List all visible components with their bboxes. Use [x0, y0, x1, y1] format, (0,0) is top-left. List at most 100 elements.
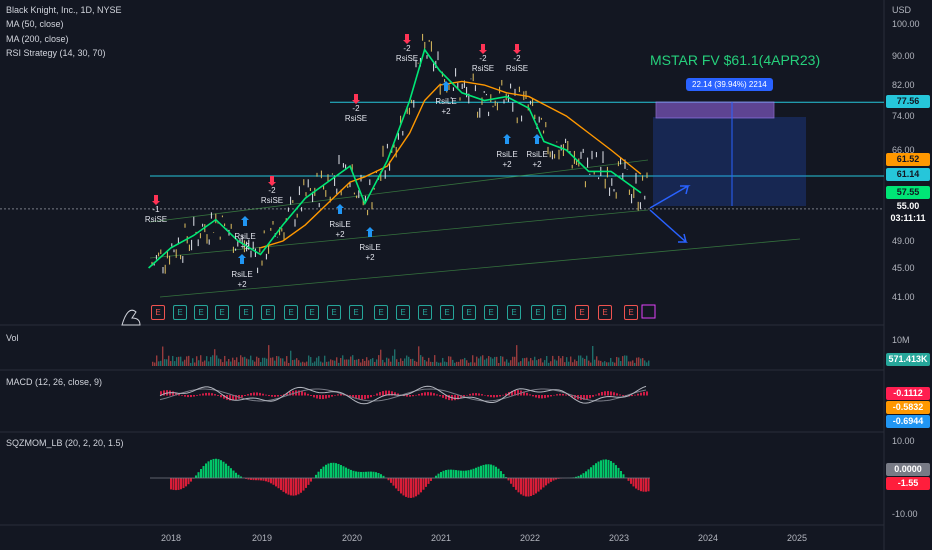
squeeze-momentum-bar [612, 462, 615, 478]
squeeze-momentum-bar [257, 478, 260, 481]
earnings-marker-icon[interactable]: E [194, 305, 208, 320]
squeeze-momentum-bar [295, 478, 297, 496]
volume-bar [530, 358, 532, 366]
earnings-marker-icon[interactable]: E [418, 305, 432, 320]
earnings-marker-icon[interactable]: E [484, 305, 498, 320]
volume-bar [156, 355, 158, 366]
indicator-ma200[interactable]: MA (200, close) [6, 34, 69, 44]
volume-bar [624, 355, 626, 366]
earnings-marker-icon[interactable]: E [173, 305, 187, 320]
volume-bar [214, 349, 216, 366]
squeeze-momentum-bar [520, 478, 522, 495]
volume-bar [646, 362, 648, 366]
fair-value-annotation[interactable]: MSTAR FV $61.1(4APR23) [650, 52, 821, 68]
macd-histogram-bar [394, 392, 396, 396]
macd-histogram-bar [496, 395, 498, 398]
volume-bar [508, 362, 510, 366]
volume-bar [622, 356, 624, 366]
volume-bar [356, 359, 358, 366]
squeeze-momentum-bar [370, 471, 372, 478]
squeeze-momentum-bar [275, 478, 277, 487]
squeeze-momentum-bar [362, 471, 365, 478]
macd-histogram-bar [565, 394, 567, 396]
macd-histogram-bar [583, 395, 585, 400]
volume-bar [632, 360, 634, 366]
volume-bar [426, 361, 428, 366]
earnings-marker-icon[interactable]: E [624, 305, 638, 320]
macd-histogram-bar [622, 395, 624, 396]
earnings-marker-icon[interactable]: E [151, 305, 165, 320]
volume-bar [234, 360, 236, 366]
earnings-marker-icon[interactable]: E [239, 305, 253, 320]
volume-bar [292, 360, 294, 366]
macd-histogram-bar [268, 395, 270, 397]
macd-histogram-bar [244, 395, 246, 396]
squeeze-momentum-bar [340, 465, 342, 478]
squeeze-momentum-bar [317, 471, 320, 478]
earnings-marker-icon[interactable]: E [552, 305, 566, 320]
volume-bar [412, 358, 414, 366]
squeeze-momentum-bar [357, 471, 360, 478]
volume-bar [524, 358, 526, 366]
squeeze-momentum-bar [395, 478, 397, 489]
countdown-timer: 03:11:11 [886, 212, 930, 225]
earnings-marker-icon[interactable]: E [327, 305, 341, 320]
squeeze-momentum-bar [575, 476, 577, 478]
earnings-marker-icon[interactable]: E [396, 305, 410, 320]
volume-bar [462, 359, 464, 366]
volume-bar [354, 359, 356, 366]
earnings-marker-icon[interactable]: E [349, 305, 363, 320]
earnings-marker-icon[interactable]: E [507, 305, 521, 320]
volume-bar [244, 356, 246, 366]
squeeze-momentum-bar [627, 478, 630, 481]
earnings-marker-icon[interactable]: E [215, 305, 229, 320]
volume-bar [316, 357, 318, 366]
earnings-marker-icon[interactable]: E [575, 305, 589, 320]
volume-bar [424, 359, 426, 366]
macd-histogram-bar [523, 391, 525, 396]
strategy-signal-label: RsiLE +2 [526, 150, 548, 169]
volume-bar [308, 355, 310, 366]
volume-bar [166, 359, 168, 366]
macd-histogram-bar [382, 391, 384, 396]
measure-label[interactable]: 22.14 (39.94%) 2214 [686, 78, 773, 91]
macd-histogram-bar [445, 395, 447, 400]
volume-bar [288, 362, 290, 366]
squeeze-momentum-bar [237, 474, 240, 478]
indicator-ma50[interactable]: MA (50, close) [6, 19, 64, 29]
squeeze-momentum-bar [622, 474, 625, 478]
earnings-marker-icon[interactable]: E [462, 305, 476, 320]
volume-bar [532, 360, 534, 366]
earnings-marker-icon[interactable]: E [531, 305, 545, 320]
earnings-marker-icon[interactable]: E [374, 305, 388, 320]
volume-bar [260, 362, 262, 366]
volume-pane-label: Vol [6, 333, 19, 343]
squeeze-momentum-bar [630, 478, 632, 484]
squeeze-momentum-bar [292, 478, 295, 496]
earnings-marker-icon[interactable]: E [284, 305, 298, 320]
squeeze-momentum-bar [240, 476, 242, 478]
earnings-marker-icon[interactable]: E [598, 305, 612, 320]
indicator-rsi-strategy[interactable]: RSI Strategy (14, 30, 70) [6, 48, 106, 58]
squeeze-momentum-bar [400, 478, 402, 494]
squeeze-momentum-bar [430, 478, 432, 481]
volume-bar [594, 359, 596, 366]
symbol-title: Black Knight, Inc., 1D, NYSE [6, 5, 122, 15]
macd-histogram-bar [181, 395, 183, 396]
volume-bar [380, 349, 382, 366]
volume-bar [248, 359, 250, 366]
macd-histogram-bar [418, 393, 420, 396]
squeeze-momentum-bar [197, 472, 200, 478]
macd-histogram-bar [352, 395, 354, 398]
macd-histogram-bar [247, 394, 249, 396]
squeeze-momentum-bar [542, 478, 545, 488]
volume-bar [540, 358, 542, 366]
earnings-marker-icon[interactable]: E [305, 305, 319, 320]
squeeze-momentum-bar [360, 471, 362, 478]
squeeze-momentum-bar [545, 478, 547, 486]
earnings-marker-icon[interactable]: E [440, 305, 454, 320]
earnings-marker-icon[interactable]: E [261, 305, 275, 320]
volume-bar [176, 357, 178, 366]
macd-histogram-bar [325, 395, 327, 399]
